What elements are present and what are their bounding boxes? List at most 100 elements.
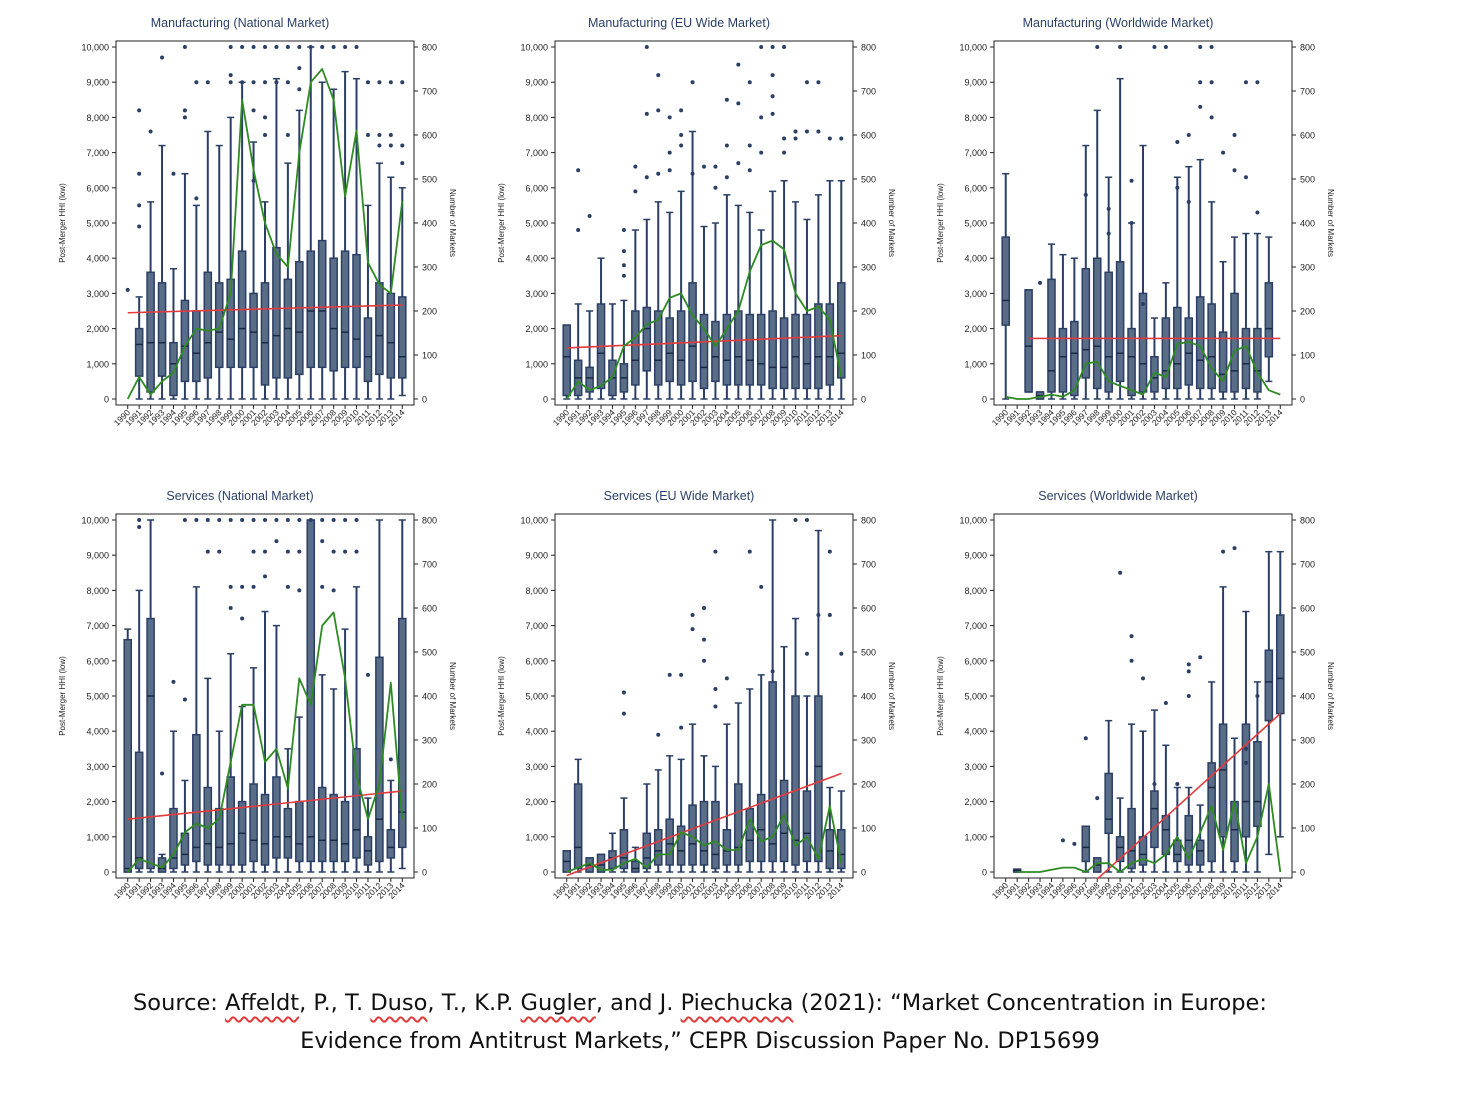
outlier-point — [125, 287, 130, 292]
box — [585, 366, 594, 393]
box — [397, 617, 407, 849]
right-tick-label: 100 — [422, 824, 437, 834]
box — [340, 800, 350, 863]
outlier-point — [285, 133, 290, 137]
box — [203, 271, 213, 379]
outlier-point — [1186, 694, 1191, 698]
right-tick-label: 400 — [422, 219, 437, 229]
outlier-point — [1152, 45, 1157, 49]
box — [1253, 327, 1262, 393]
left-tick-label: 7,000 — [964, 148, 987, 158]
outlier-point — [1209, 80, 1214, 85]
outlier-point — [1198, 45, 1203, 49]
box — [756, 313, 766, 386]
left-tick-label: 3,000 — [86, 762, 109, 772]
outlier-point — [1198, 104, 1203, 109]
outlier-point — [400, 161, 405, 166]
box — [1115, 836, 1125, 863]
left-tick-label: 4,000 — [86, 254, 109, 264]
box — [317, 239, 327, 369]
box — [295, 800, 304, 863]
outlier-point — [320, 539, 325, 544]
box — [802, 790, 812, 863]
box — [676, 310, 686, 386]
box — [1115, 260, 1125, 383]
outlier-point — [713, 164, 718, 169]
outlier-point — [770, 73, 775, 78]
box — [722, 313, 732, 386]
right-tick-label: 800 — [422, 516, 437, 526]
outlier-point — [171, 171, 176, 176]
left-tick-label: 4,000 — [964, 254, 987, 264]
right-tick-label: 700 — [422, 87, 437, 97]
outlier-point — [621, 690, 626, 695]
right-axis-label: Number of Markets — [887, 662, 896, 730]
left-tick-label: 1,000 — [86, 359, 109, 369]
outlier-point — [148, 129, 153, 134]
outlier-point — [240, 616, 245, 621]
right-axis-label: Number of Markets — [1326, 189, 1335, 257]
box — [1264, 649, 1274, 722]
outlier-point — [240, 80, 245, 85]
left-axis-label: Post-Merger HHI (low) — [58, 183, 67, 263]
box — [226, 776, 235, 866]
box — [1275, 614, 1285, 715]
outlier-point — [1232, 133, 1237, 137]
outlier-point — [679, 672, 684, 677]
outlier-point — [679, 108, 684, 113]
author-piechucka: Piechucka — [680, 990, 794, 1016]
outlier-point — [1141, 676, 1145, 681]
box — [1001, 236, 1011, 326]
left-tick-label: 1,000 — [525, 359, 548, 369]
right-tick-label: 300 — [1300, 263, 1315, 273]
left-tick-label: 0 — [982, 868, 987, 878]
outlier-point — [804, 518, 809, 522]
right-axis-label: Number of Markets — [1326, 662, 1335, 730]
box — [573, 783, 583, 870]
chart-title: Manufacturing (National Market) — [150, 16, 330, 30]
left-tick-label: 5,000 — [86, 219, 109, 229]
outlier-point — [194, 80, 199, 85]
left-tick-label: 5,000 — [86, 692, 109, 702]
right-axis-label: Number of Markets — [448, 189, 457, 257]
right-tick-label: 200 — [1300, 307, 1315, 317]
box — [1150, 790, 1159, 849]
chart-panel: Services (EU Wide Market) 0 1,000 2,000 3,00… — [459, 487, 899, 957]
outlier-point — [724, 143, 729, 148]
outlier-point — [1243, 760, 1248, 765]
right-tick-label: 800 — [861, 43, 876, 53]
source-text-1: , P., T. — [299, 990, 371, 1016]
box — [791, 695, 800, 866]
box — [825, 303, 835, 386]
outlier-point — [217, 549, 222, 554]
markets-line — [127, 611, 404, 873]
left-tick-label: 4,000 — [86, 727, 109, 737]
right-tick-label: 300 — [861, 263, 876, 273]
box — [1230, 292, 1239, 393]
outlier-point — [400, 143, 405, 148]
box — [562, 324, 572, 397]
outlier-point — [690, 171, 695, 176]
outlier-point — [400, 80, 405, 85]
outlier-point — [240, 584, 245, 589]
box — [157, 857, 167, 873]
outlier-point — [308, 518, 313, 522]
left-tick-label: 2,000 — [86, 797, 109, 807]
outlier-point — [137, 203, 142, 208]
outlier-point — [724, 175, 729, 180]
box — [1218, 331, 1228, 393]
right-tick-label: 200 — [1300, 780, 1315, 790]
outlier-point — [354, 549, 359, 554]
chart-title: Manufacturing (EU Wide Market) — [587, 16, 770, 30]
outlier-point — [228, 73, 233, 78]
left-tick-label: 2,000 — [525, 324, 548, 334]
chart-panel: Services (Worldwide Market) 0 1,000 2,000 3,… — [898, 487, 1338, 957]
left-tick-label: 9,000 — [525, 78, 548, 88]
source-line-1: Source: Affeldt, P., T. Duso, T., K.P. G… — [0, 984, 1400, 1022]
chart-svg: 0 1,000 2,000 3,000 4,000 5,000 6,000 7,000 8,00… — [58, 513, 457, 901]
outlier-point — [1198, 655, 1203, 660]
left-tick-label: 8,000 — [525, 113, 548, 123]
outlier-point — [770, 45, 775, 49]
right-tick-label: 600 — [861, 604, 876, 614]
outlier-point — [1038, 280, 1043, 285]
